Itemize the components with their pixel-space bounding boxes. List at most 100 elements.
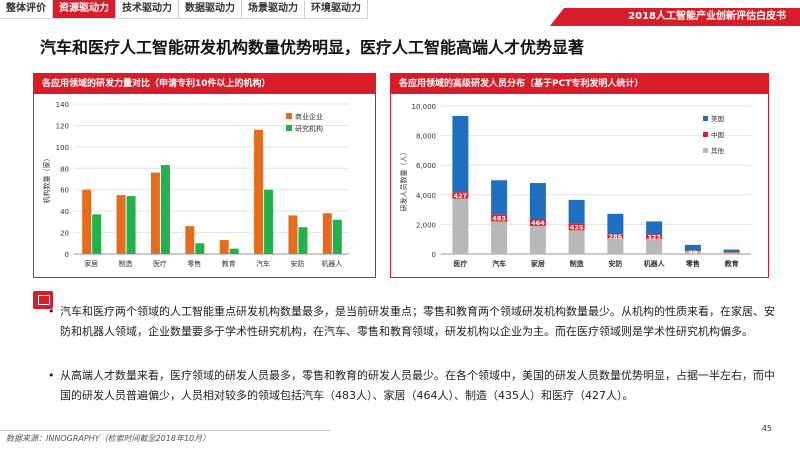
x-tick-label: 零售	[187, 259, 201, 268]
y-tick-label: 2,000	[416, 221, 436, 229]
researcher-distribution-chart: 0 2,000 4,000 6,000 8,000 10,000 研发人员数量（人） 427 医…	[399, 103, 751, 268]
tab-overall[interactable]: 整体评价	[0, 0, 53, 18]
data-label: 427	[454, 192, 468, 200]
stacked-bar-美国	[723, 249, 740, 253]
legend-label: 商业企业	[295, 112, 323, 121]
stacked-bar-其他	[684, 251, 701, 254]
tab-data[interactable]: 数据驱动力	[179, 0, 242, 18]
x-tick-label: 制造	[119, 259, 133, 268]
bar-enterprise	[185, 226, 195, 254]
stacked-bar-其他	[568, 230, 585, 254]
legend-swatch	[703, 116, 708, 121]
legend-swatch	[286, 125, 292, 131]
stacked-bar-其他	[491, 221, 508, 254]
x-tick-label: 家居	[84, 259, 98, 268]
bar-research	[195, 243, 205, 254]
tab-environment[interactable]: 环境驱动力	[305, 0, 368, 18]
left-chart-panel: 各应用领域的研发力量对比（申请专利10件以上的机构） 0 20 40 60 80 100 1…	[33, 73, 376, 278]
y-tick-label: 4,000	[416, 192, 436, 200]
x-tick-label: 医疗	[153, 259, 167, 268]
bar-enterprise	[254, 129, 264, 254]
report-banner: 2018人工智能产业创新评估白皮书	[550, 8, 800, 26]
data-label: 323	[647, 233, 661, 241]
y-tick-label: 0	[432, 251, 436, 259]
bar-research	[332, 219, 342, 254]
stacked-bar-中国	[491, 214, 508, 222]
footer-divider	[0, 430, 330, 431]
x-tick-label: 制造	[570, 259, 585, 268]
bar-enterprise	[219, 240, 229, 254]
page-title: 汽车和医疗人工智能研发机构数量优势明显，医疗人工智能高端人才优势显著	[40, 38, 585, 57]
stacked-bar-其他	[607, 238, 624, 254]
stacked-bar-其他	[646, 239, 663, 254]
y-tick-label: 6,000	[416, 162, 436, 170]
tab-technology[interactable]: 技术驱动力	[116, 0, 179, 18]
y-tick-label: 10,000	[412, 103, 437, 111]
legend-label: 其他	[711, 146, 725, 155]
data-label: 435	[570, 224, 584, 232]
x-tick-label: 机器人	[321, 259, 342, 268]
stacked-bar-中国	[723, 252, 740, 253]
y-axis-title: 机构数量（家）	[42, 155, 51, 204]
stacked-bar-美国	[452, 115, 469, 193]
stacked-bar-美国	[607, 213, 624, 235]
tab-resource[interactable]: 资源驱动力	[53, 0, 116, 18]
x-tick-label: 机器人	[644, 259, 666, 268]
institution-count-chart: 0 20 40 60 80 100 120 140 机构数量（家） 家居 制造 医疗 零售 教育 汽车 安防 机…	[42, 101, 349, 268]
bar-enterprise	[288, 215, 298, 254]
top-tab-bar: 整体评价 资源驱动力 技术驱动力 数据驱动力 场景驱动力 环境驱动力	[0, 0, 368, 19]
stacked-bar-其他	[529, 225, 546, 254]
page-number: 45	[761, 424, 772, 433]
y-tick-label: 8,000	[416, 133, 436, 141]
x-tick-label: 汽车	[256, 259, 270, 268]
stacked-bar-中国	[684, 250, 701, 252]
tab-scenario[interactable]: 场景驱动力	[242, 0, 305, 18]
data-label: 464	[531, 219, 545, 227]
right-chart-title: 各应用领域的高级研发人员分布（基于PCT专利发明人统计）	[391, 74, 768, 94]
x-tick-label: 家居	[531, 259, 545, 268]
bar-research	[126, 196, 136, 254]
bar-enterprise	[82, 189, 92, 254]
bar-enterprise	[322, 213, 332, 254]
y-tick-label: 20	[60, 230, 69, 238]
stacked-bar-中国	[607, 234, 624, 239]
x-tick-label: 医疗	[453, 259, 467, 268]
left-chart-title: 各应用领域的研发力量对比（申请专利10件以上的机构）	[34, 74, 375, 94]
x-tick-label: 零售	[685, 259, 700, 268]
stacked-bar-美国	[568, 199, 585, 224]
stacked-bar-美国	[529, 183, 546, 220]
stacked-bar-中国	[529, 219, 546, 226]
data-source: 数据来源：INNOGRAPHY（检索时间截至2018年10月）	[6, 434, 211, 443]
y-axis-title: 研发人员数量（人）	[399, 149, 408, 212]
x-tick-label: 教育	[222, 259, 236, 268]
y-tick-label: 100	[56, 144, 69, 152]
legend-swatch	[703, 132, 708, 137]
data-label: 286	[609, 233, 623, 241]
right-chart-panel: 各应用领域的高级研发人员分布（基于PCT专利发明人统计） 0 2,000 4,000…	[390, 73, 769, 278]
y-tick-label: 0	[65, 251, 69, 259]
stacked-bar-美国	[646, 221, 663, 235]
x-tick-label: 安防	[290, 259, 304, 268]
y-tick-label: 40	[60, 208, 69, 216]
legend-label: 美国	[711, 114, 724, 123]
bar-enterprise	[116, 195, 126, 254]
legend-label: 中国	[711, 130, 724, 139]
x-tick-label: 安防	[608, 259, 622, 268]
y-tick-label: 140	[56, 101, 69, 109]
y-tick-label: 120	[56, 122, 69, 130]
bar-research	[298, 227, 308, 254]
bar-enterprise	[150, 172, 160, 254]
data-label: 48	[688, 247, 698, 255]
stacked-bar-中国	[452, 192, 469, 199]
y-tick-label: 60	[60, 187, 69, 195]
legend-swatch	[286, 113, 292, 119]
x-tick-label: 教育	[724, 259, 739, 268]
legend-swatch	[703, 148, 708, 153]
legend-label: 研究机构	[295, 124, 323, 133]
bar-research	[229, 248, 239, 254]
data-label: 483	[492, 214, 506, 222]
stacked-bar-其他	[452, 198, 469, 254]
x-tick-label: 汽车	[492, 259, 506, 268]
stacked-bar-美国	[684, 244, 701, 251]
bar-research	[264, 189, 274, 254]
